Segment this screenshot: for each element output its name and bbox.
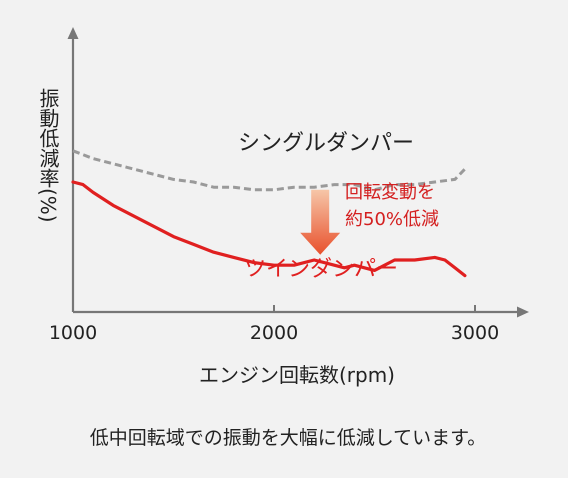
annotation-text-line-1: 回転変動を: [345, 182, 435, 203]
x-axis-arrowhead: [517, 306, 529, 318]
x-tick-label-1000: 1000: [49, 322, 97, 344]
series-line-single-damper: [72, 149, 466, 192]
x-ticks: [72, 305, 476, 312]
series-line-twin-damper: [71, 180, 467, 278]
series-label-twin-damper: ツインダンパー: [244, 257, 398, 282]
x-axis-label: エンジン回転数(rpm): [199, 363, 395, 387]
annotation-text-line-2: 約50%低減: [345, 209, 439, 230]
series-group: [71, 149, 467, 278]
series-label-single-damper: シングルダンパー: [238, 131, 414, 156]
x-tick-label-2000: 2000: [250, 322, 298, 344]
chart-caption: 低中回転域での振動を大幅に低減しています。: [90, 427, 487, 449]
x-tick-labels: 1000 2000 3000: [49, 322, 499, 344]
y-axis-label: 振動低減率(%): [36, 88, 60, 223]
y-axis-arrowhead: [67, 27, 79, 39]
reduction-arrow: [300, 189, 341, 255]
x-tick-label-3000: 3000: [451, 322, 499, 344]
